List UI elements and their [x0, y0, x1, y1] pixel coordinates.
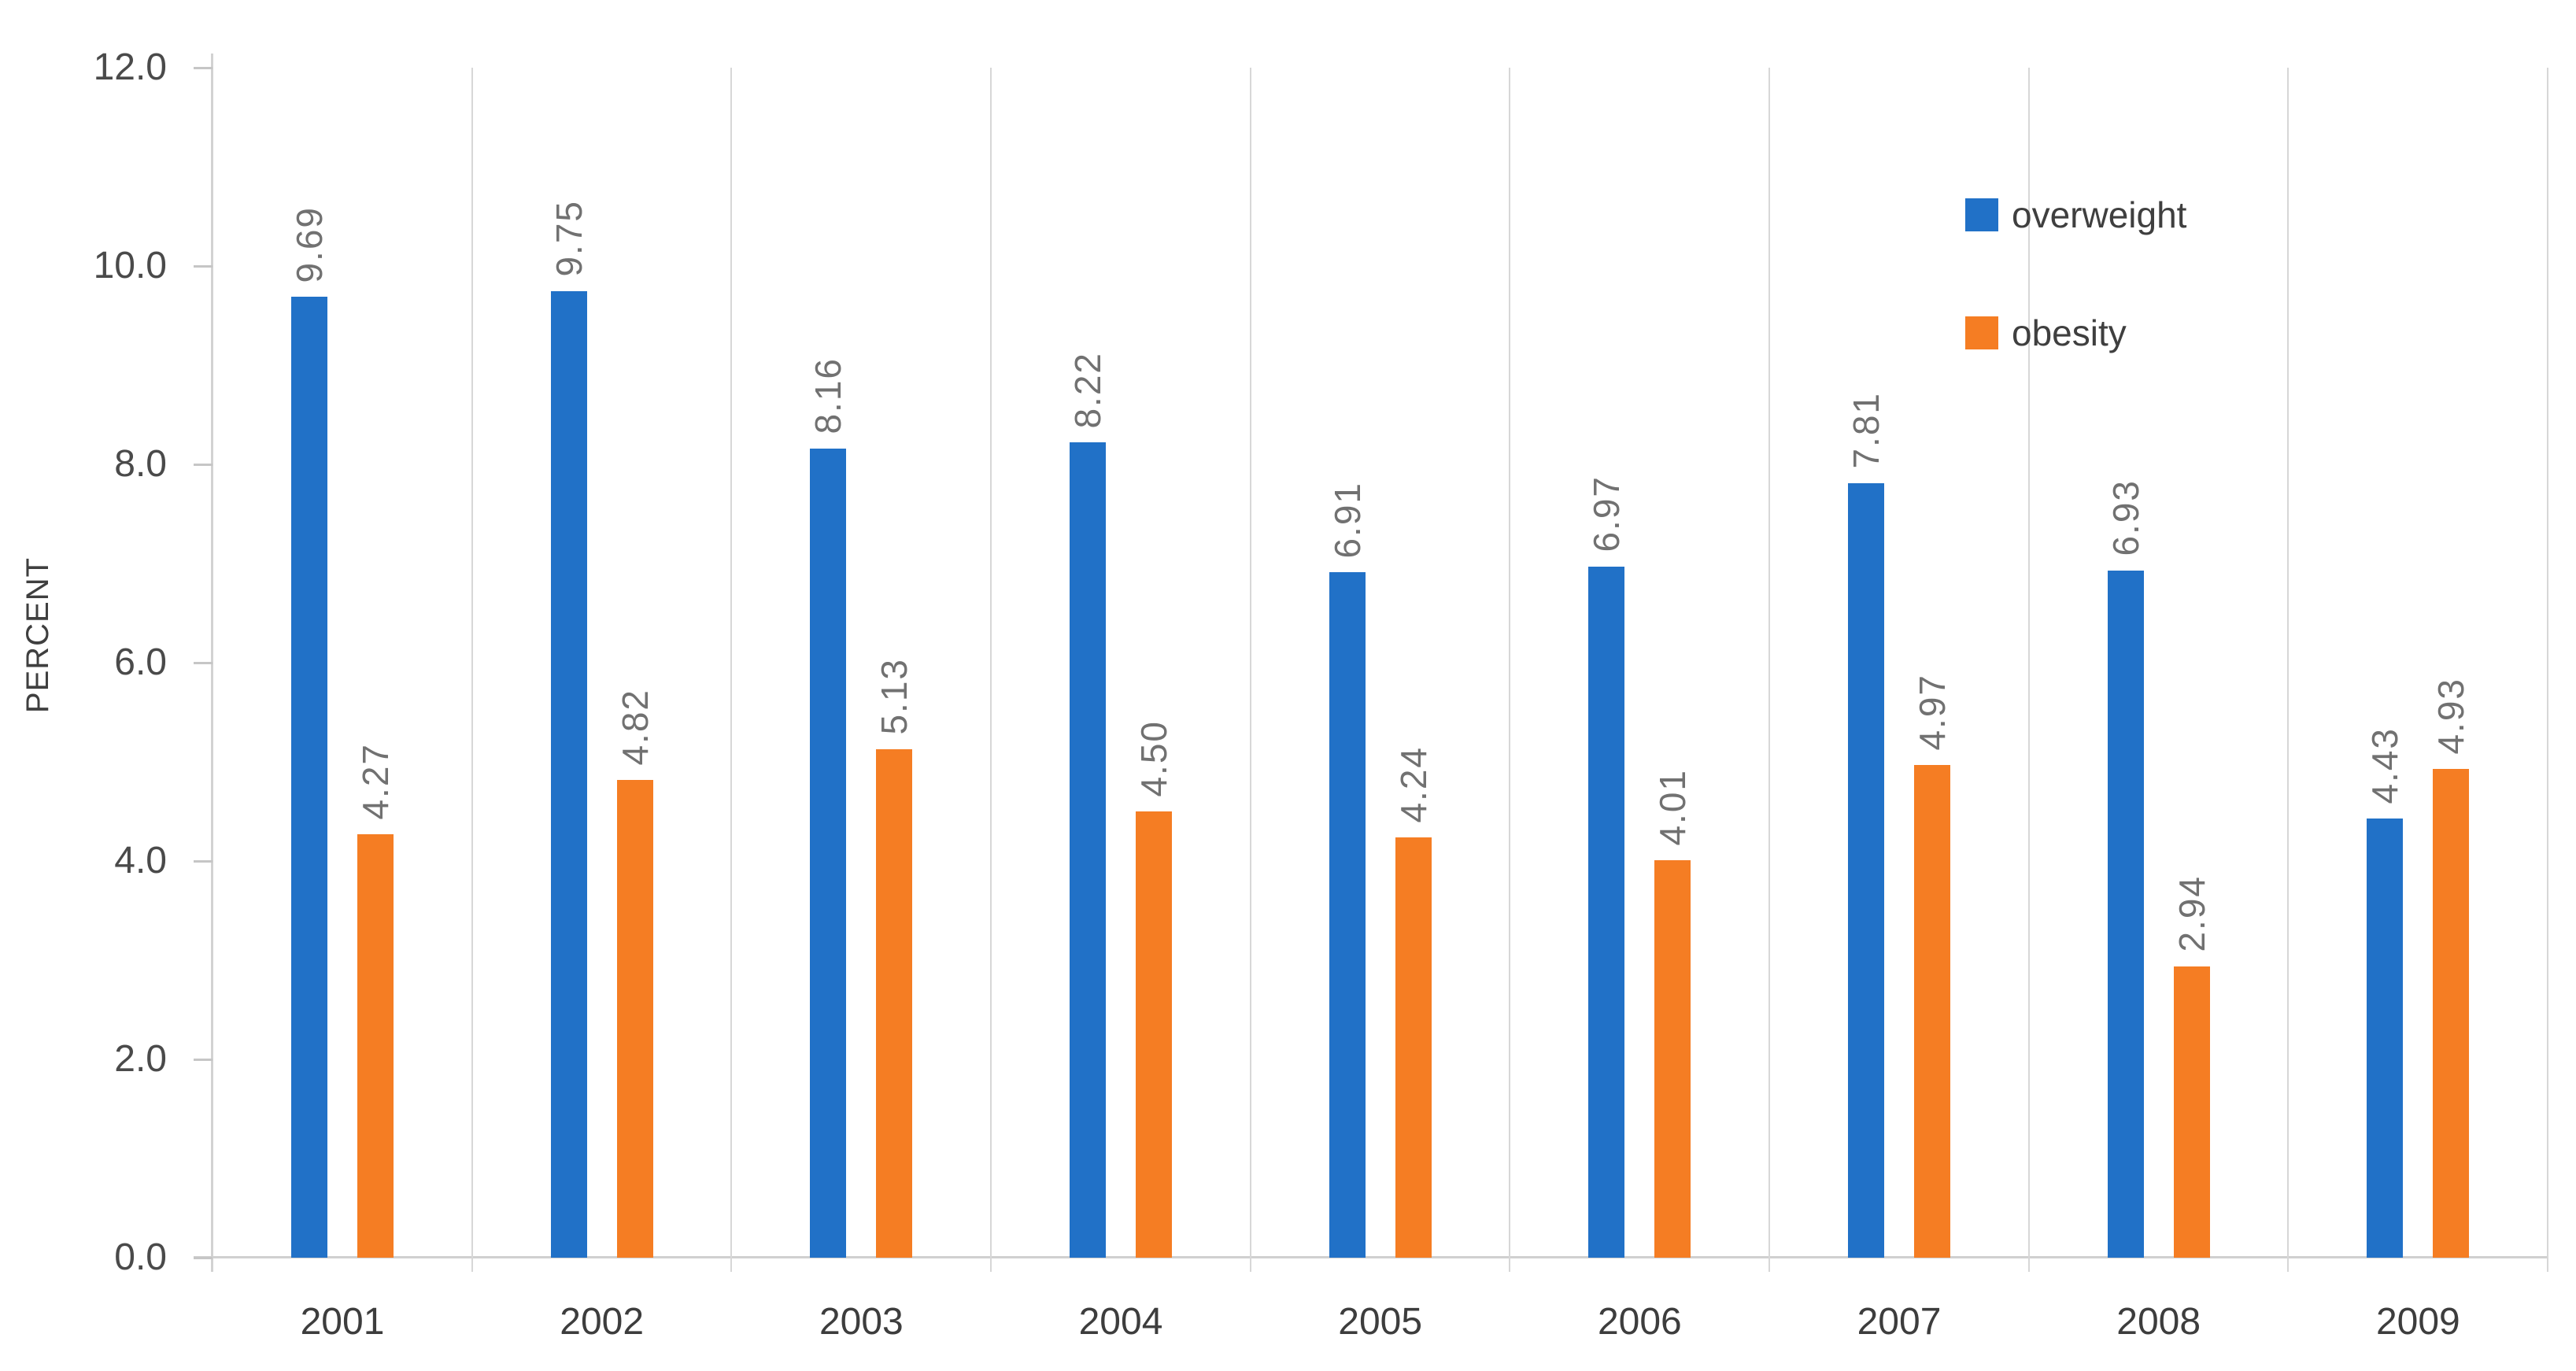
bar-value-label-obesity-2007: 4.97	[1911, 674, 1953, 751]
x-axis-label-2004: 2004	[1078, 1301, 1163, 1343]
y-tick-mark	[194, 464, 213, 466]
bar-value-label-obesity-2005: 4.24	[1392, 746, 1434, 823]
legend-swatch-obesity-icon	[1965, 316, 1998, 349]
bar-obesity-2003	[876, 748, 913, 1258]
bar-value-label-overweight-2006: 6.97	[1586, 475, 1628, 552]
bar-value-label-overweight-2002: 9.75	[548, 199, 589, 277]
y-tick-mark	[194, 265, 213, 268]
bar-obesity-2006	[1654, 859, 1691, 1258]
legend-item-obesity: obesity	[1965, 312, 2186, 354]
bar-value-label-obesity-2002: 4.82	[614, 689, 656, 766]
gridline	[990, 68, 992, 1272]
y-axis-tick-label: 8.0	[114, 443, 167, 485]
bar-overweight-2003	[810, 448, 847, 1258]
y-tick-mark	[194, 1059, 213, 1061]
bar-value-label-obesity-2008: 2.94	[2171, 875, 2212, 952]
bar-value-label-obesity-2004: 4.50	[1133, 720, 1174, 797]
y-tick-mark	[194, 67, 213, 69]
bar-overweight-2008	[2107, 570, 2144, 1258]
y-tick-mark	[194, 662, 213, 664]
bar-value-label-obesity-2006: 4.01	[1652, 769, 1694, 846]
x-axis-label-2007: 2007	[1857, 1301, 1942, 1343]
bar-value-label-overweight-2004: 8.22	[1066, 351, 1108, 429]
bar-overweight-2007	[1847, 482, 1884, 1258]
y-axis-tick-label: 0.0	[114, 1236, 167, 1278]
legend-swatch-overweight-icon	[1965, 198, 1998, 231]
bar-obesity-2005	[1395, 837, 1432, 1258]
bar-overweight-2006	[1588, 566, 1625, 1258]
y-tick-mark	[194, 1257, 213, 1259]
x-axis-label-2003: 2003	[819, 1301, 904, 1343]
bar-value-label-overweight-2007: 7.81	[1845, 392, 1887, 469]
bar-overweight-2005	[1329, 572, 1366, 1258]
bar-obesity-2001	[357, 833, 394, 1258]
gridline	[2027, 68, 2030, 1272]
y-axis-tick-label: 6.0	[114, 641, 167, 683]
bar-overweight-2002	[550, 290, 587, 1258]
bar-value-label-overweight-2008: 6.93	[2105, 479, 2146, 556]
legend-item-overweight: overweight	[1965, 194, 2186, 236]
gridline	[2287, 68, 2290, 1272]
bar-obesity-2007	[1913, 764, 1950, 1258]
bar-overweight-2004	[1069, 442, 1106, 1258]
bar-value-label-overweight-2003: 8.16	[808, 357, 849, 434]
y-axis-tick-label: 4.0	[114, 840, 167, 881]
bar-overweight-2001	[290, 297, 327, 1258]
bar-value-label-overweight-2005: 6.91	[1326, 481, 1368, 559]
gridline	[2547, 68, 2548, 1272]
x-axis-label-2008: 2008	[2116, 1301, 2201, 1343]
y-axis-tick-label: 12.0	[93, 46, 167, 88]
y-tick-mark	[194, 860, 213, 863]
bar-value-label-overweight-2009: 4.43	[2364, 727, 2406, 804]
x-axis-line	[194, 1256, 2548, 1258]
bar-overweight-2009	[2367, 818, 2404, 1258]
gridline	[471, 68, 473, 1272]
y-axis-tick-label: 10.0	[93, 245, 167, 286]
legend-label-obesity: obesity	[2012, 312, 2127, 353]
gridline	[1768, 68, 1770, 1272]
bar-value-label-obesity-2009: 4.93	[2430, 678, 2472, 755]
gridline	[730, 68, 733, 1272]
x-axis-label-2005: 2005	[1338, 1301, 1423, 1343]
bar-value-label-overweight-2001: 9.69	[288, 205, 330, 283]
bar-obesity-2008	[2173, 966, 2210, 1258]
y-axis-title: PERCENT	[20, 556, 55, 714]
x-axis-label-2009: 2009	[2375, 1301, 2460, 1343]
bar-value-label-obesity-2003: 5.13	[874, 658, 915, 735]
x-axis-label-2002: 2002	[560, 1301, 645, 1343]
gridline	[1509, 68, 1511, 1272]
y-axis-tick-label: 2.0	[114, 1038, 167, 1080]
bar-obesity-2002	[616, 779, 653, 1258]
bar-obesity-2004	[1135, 811, 1172, 1258]
x-axis-label-2006: 2006	[1597, 1301, 1682, 1343]
gridline	[1249, 68, 1251, 1272]
bar-obesity-2009	[2433, 768, 2470, 1258]
legend: overweight obesity	[1965, 194, 2186, 354]
x-axis-label-2001: 2001	[300, 1301, 385, 1343]
legend-label-overweight: overweight	[2012, 194, 2187, 235]
bar-value-label-obesity-2001: 4.27	[354, 743, 396, 820]
